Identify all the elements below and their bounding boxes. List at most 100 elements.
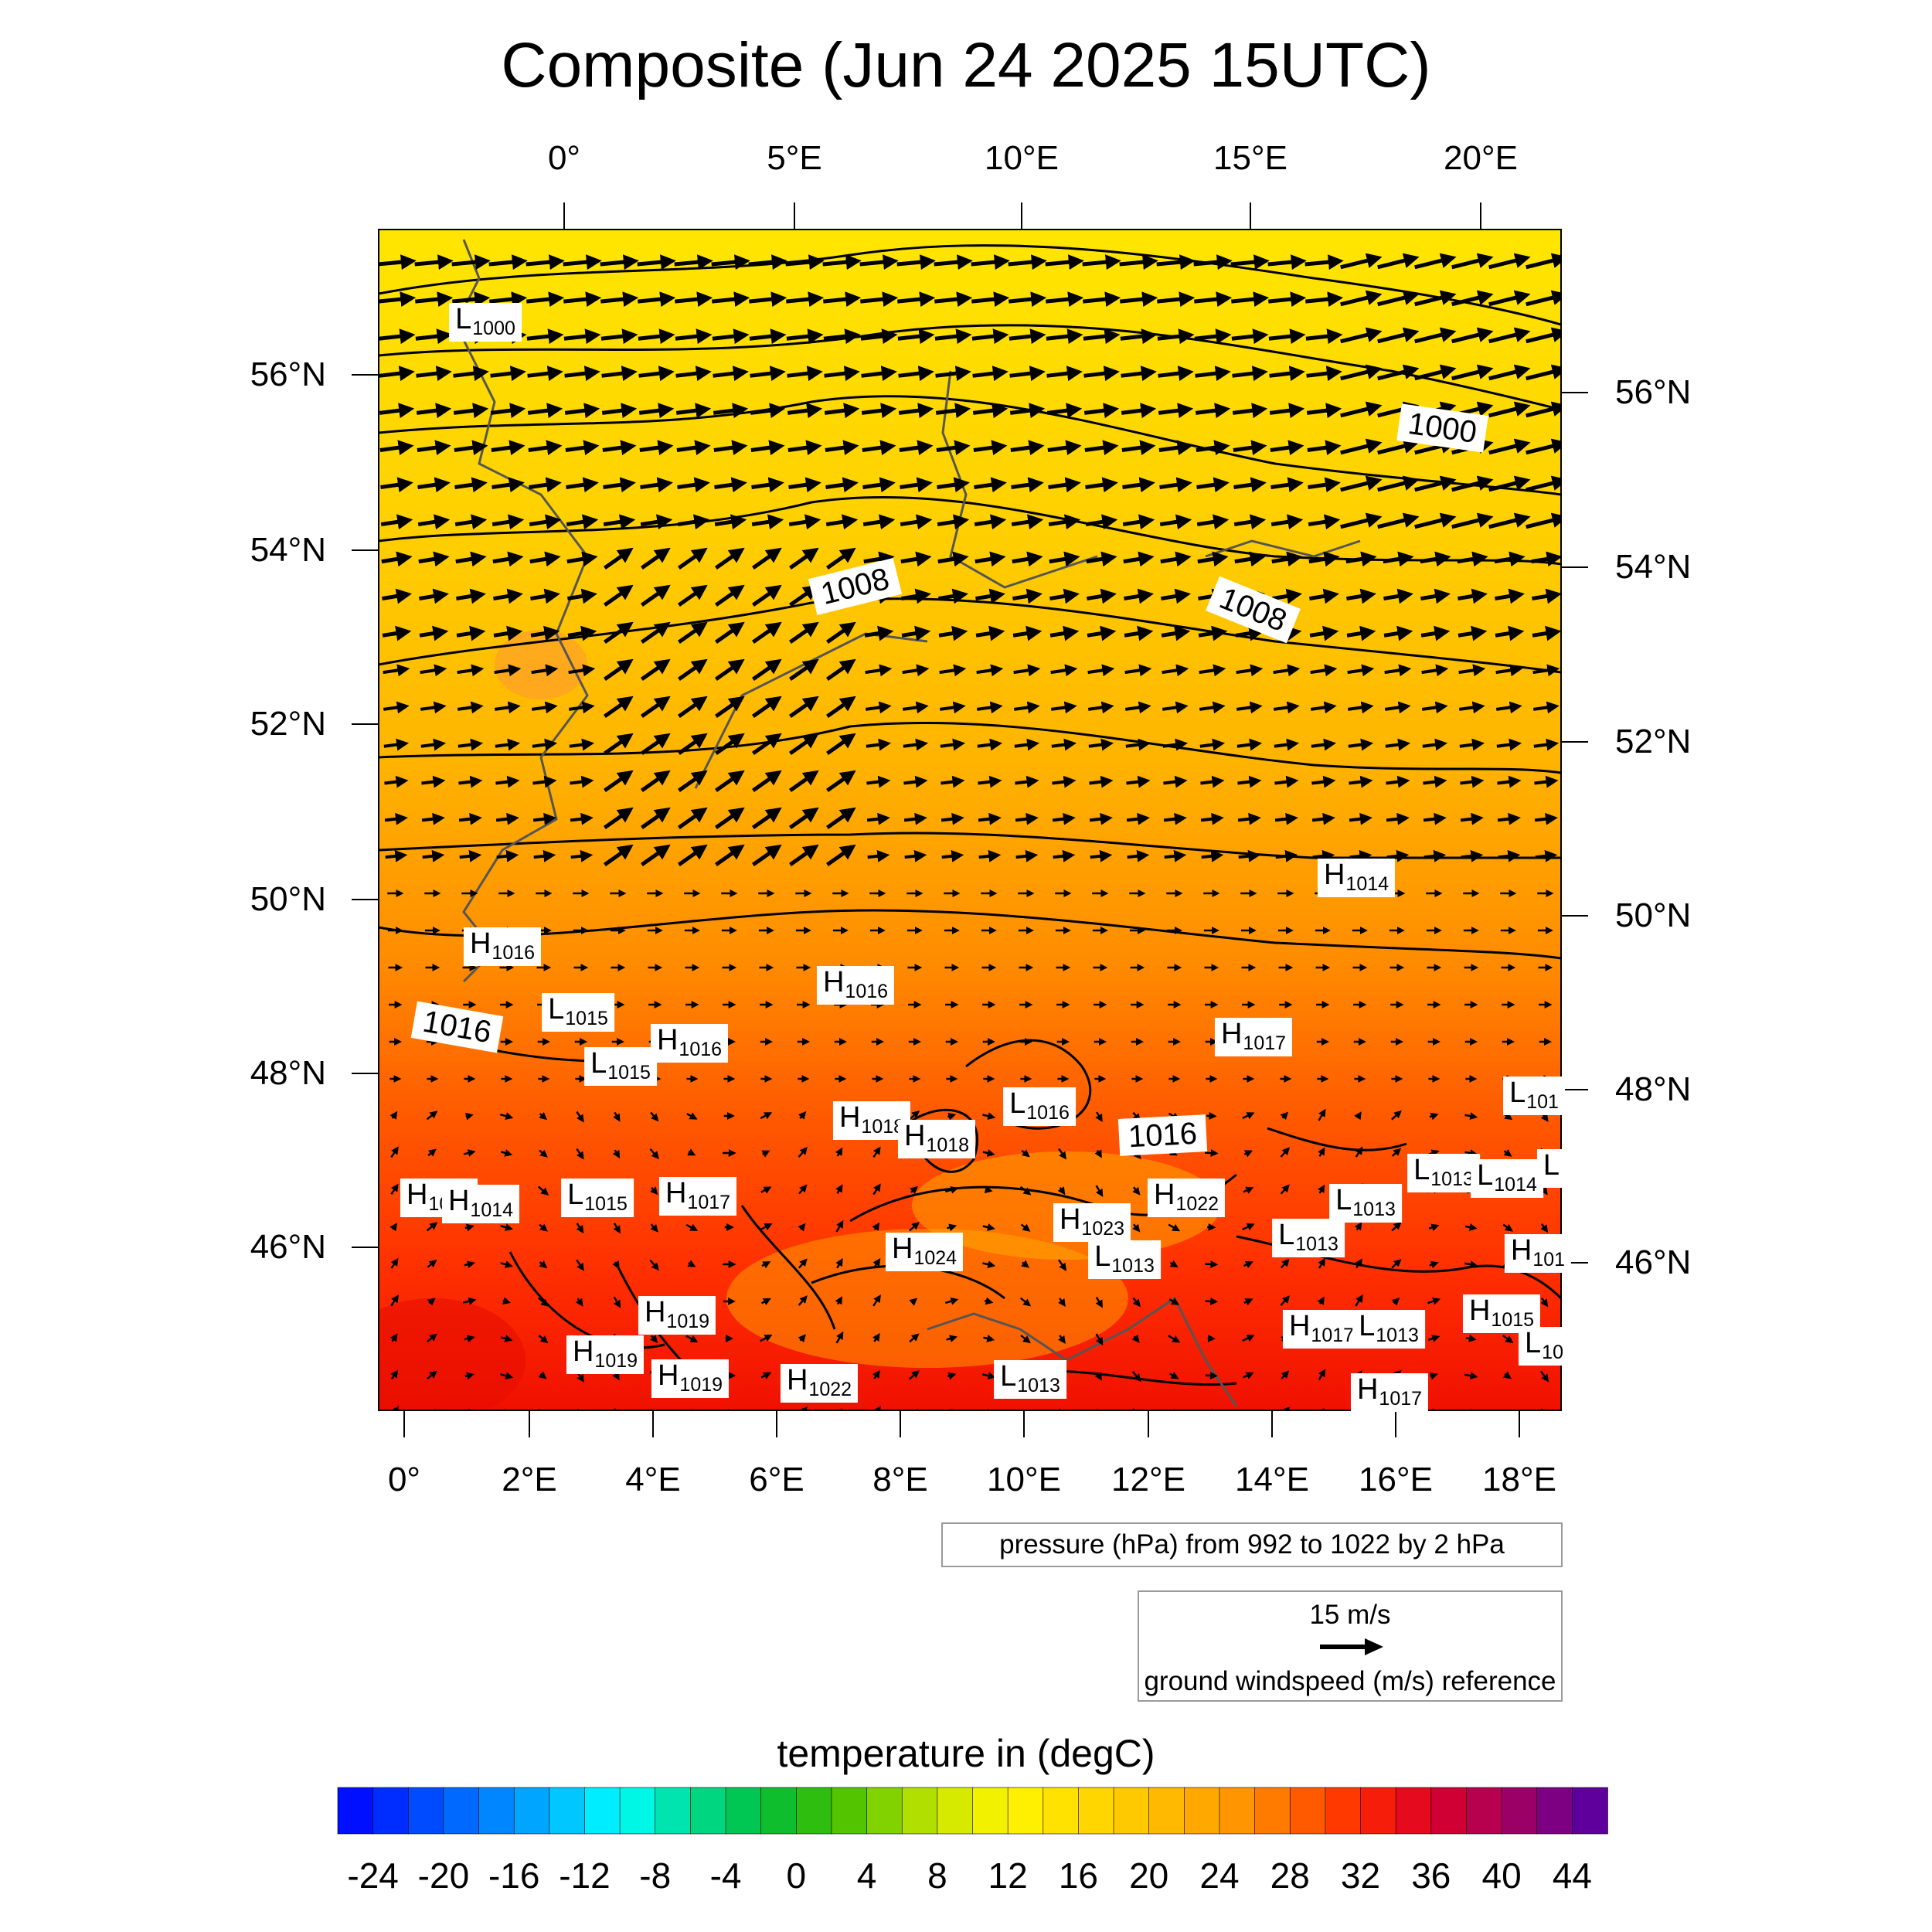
wind-arrow	[1233, 514, 1267, 530]
wind-arrow	[1019, 1185, 1032, 1196]
wind-arrow	[902, 664, 930, 677]
bottom-longitude-label: 2°E	[502, 1461, 557, 1498]
wind-arrow	[539, 1111, 548, 1121]
wind-arrow	[464, 1372, 474, 1380]
wind-arrow	[1157, 328, 1195, 345]
left-latitude-label: 56°N	[250, 355, 326, 393]
high-pressure-label: H1019	[638, 1296, 716, 1335]
wind-arrow	[1488, 253, 1531, 270]
bottom-longitude-label: 0°	[387, 1461, 421, 1498]
wind-arrow	[760, 1186, 772, 1194]
wind-arrow	[1377, 290, 1420, 307]
wind-arrow	[1051, 738, 1077, 751]
wind-arrow	[1243, 1150, 1253, 1158]
wind-arrow	[457, 701, 484, 714]
wind-arrow	[1377, 327, 1420, 344]
wind-arrow	[944, 1297, 959, 1305]
wind-arrow	[937, 551, 969, 567]
center-type: H	[891, 1233, 913, 1265]
wind-arrow	[1015, 812, 1039, 825]
wind-arrow	[950, 1409, 959, 1410]
wind-arrow	[835, 1408, 842, 1410]
wind-arrow	[420, 701, 447, 714]
center-type: H	[469, 927, 492, 960]
colorbar-bin	[1184, 1787, 1220, 1835]
wind-arrow	[453, 403, 489, 419]
wind-arrow	[984, 1185, 993, 1194]
center-value: 1018	[861, 1116, 905, 1138]
wind-arrow	[389, 1333, 398, 1342]
wind-arrow	[1088, 738, 1114, 751]
center-value: 1015	[607, 1062, 651, 1083]
wind-arrow	[1420, 588, 1451, 604]
wind-arrow	[1526, 364, 1561, 381]
center-type: L	[1509, 1077, 1526, 1109]
wind-arrow	[1083, 328, 1121, 345]
center-value: 1013	[1376, 1325, 1419, 1346]
wind-arrow	[567, 588, 597, 604]
wind-arrow	[678, 584, 708, 607]
wind-arrow	[1162, 738, 1189, 751]
wind-arrow	[527, 366, 563, 382]
wind-arrow	[463, 1149, 476, 1157]
wind-arrow	[872, 1332, 880, 1342]
wind-arrow	[502, 1408, 512, 1410]
wind-arrow	[1198, 625, 1228, 641]
wind-arrow	[1391, 1110, 1402, 1121]
wind-arrow	[1340, 253, 1383, 270]
wind-arrow	[1046, 328, 1083, 345]
wind-arrow	[491, 440, 526, 456]
wind-arrow	[1119, 254, 1158, 270]
bottom-longitude-label: 8°E	[872, 1461, 928, 1498]
wind-arrow	[1340, 512, 1383, 529]
center-type: H	[1288, 1310, 1311, 1342]
wind-arrow	[1122, 514, 1155, 530]
wind-arrow	[1087, 701, 1114, 714]
wind-arrow	[946, 1335, 958, 1342]
colorbar-tick-label: -4	[709, 1855, 742, 1896]
wind-arrow	[1414, 253, 1457, 270]
wind-arrow	[604, 696, 634, 718]
low-pressure-label: L101	[1503, 1077, 1565, 1115]
wind-arrow	[714, 477, 747, 493]
wind-arrow	[1317, 1296, 1325, 1305]
high-pressure-label: H1017	[1214, 1018, 1293, 1056]
wind-arrow	[600, 291, 639, 308]
wind-arrow	[604, 547, 634, 570]
wind-arrow	[866, 738, 892, 751]
wind-arrow	[384, 775, 409, 788]
wind-arrow	[1269, 366, 1305, 382]
wind-arrow	[1488, 290, 1531, 307]
wind-reference-speed: 15 m/s	[1309, 1600, 1391, 1630]
wind-arrow	[934, 291, 973, 308]
colorbar-title: temperature in (degC)	[777, 1732, 1155, 1775]
wind-arrow	[1531, 551, 1561, 567]
wind-arrow	[385, 849, 408, 862]
wind-arrow	[1231, 328, 1269, 345]
wind-arrow	[1310, 664, 1338, 677]
wind-arrow	[566, 514, 599, 530]
colorbar-bin	[1536, 1787, 1573, 1835]
wind-arrow	[456, 588, 486, 604]
wind-arrow	[752, 733, 782, 755]
wind-arrow	[760, 1223, 773, 1231]
wind-arrow	[974, 477, 1007, 493]
wind-arrow	[872, 1222, 880, 1231]
wind-arrow	[1391, 1148, 1402, 1157]
wind-arrow	[1010, 440, 1045, 456]
wind-arrow	[824, 403, 860, 419]
center-type: H	[656, 1024, 679, 1056]
wind-arrow	[1502, 1223, 1513, 1232]
center-type: H	[447, 1185, 470, 1217]
colorbar-bin	[1113, 1787, 1150, 1835]
wind-arrow	[495, 738, 521, 751]
wind-arrow	[1420, 551, 1451, 567]
wind-arrow	[1273, 701, 1300, 714]
wind-arrow	[1502, 1371, 1512, 1379]
wind-arrow	[1532, 588, 1561, 604]
bottom-longitude-label: 16°E	[1359, 1461, 1433, 1498]
wind-arrow	[976, 701, 1003, 714]
colorbar-bin	[337, 1787, 374, 1835]
wind-arrow	[383, 701, 410, 714]
wind-arrow	[1050, 664, 1078, 677]
